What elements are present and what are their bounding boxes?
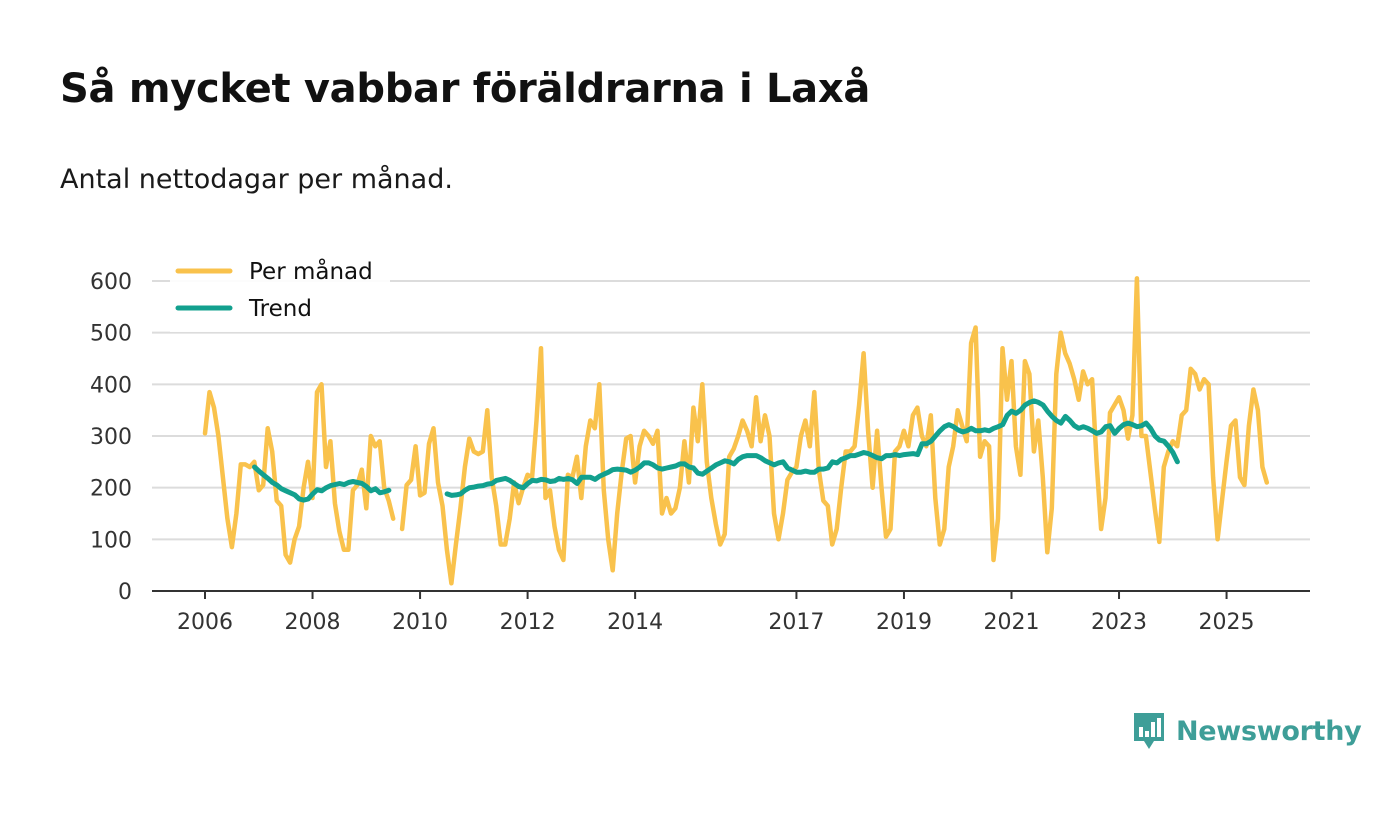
legend: Per månad Trend [170,254,390,332]
y-tick-label: 500 [90,322,132,347]
y-tick-label: 200 [90,477,132,502]
legend-label-trend: Trend [248,296,312,322]
chart-title: Så mycket vabbar föräldrarna i Laxå [60,66,871,112]
x-tick-label: 2021 [983,610,1039,635]
legend-label-per-manad: Per månad [249,257,373,285]
x-tick-label: 2019 [876,610,932,635]
y-tick-label: 300 [90,425,132,450]
series-per-manad [202,276,1270,586]
brand-logo: Newsworthy [1132,711,1362,751]
x-tick-label: 2017 [768,610,824,635]
x-tick-label: 2008 [285,610,341,635]
brand-name: Newsworthy [1176,715,1362,747]
y-axis-labels: 0 100 200 300 400 500 600 [90,270,132,605]
y-tick-label: 100 [90,528,132,553]
y-tick-label: 0 [118,580,132,605]
legend-background [170,254,390,332]
x-tick-label: 2023 [1091,610,1147,635]
series-trend [252,398,1180,503]
x-tick-label: 2025 [1199,610,1255,635]
series-line-segment [252,464,392,503]
x-tick-label: 2012 [500,610,556,635]
x-tick-label: 2006 [177,610,233,635]
x-axis: 2006 2008 2010 2012 2014 2017 2019 2021 2023 2025 [152,590,1310,635]
x-tick-label: 2010 [392,610,448,635]
newsworthy-icon [1134,713,1164,749]
series-line-segment [399,276,1270,586]
y-tick-label: 400 [90,373,132,398]
x-tick-label: 2014 [607,610,663,635]
series-line-segment [444,398,1180,498]
series-line-segment [202,382,396,565]
chart-subtitle: Antal nettodagar per månad. [60,164,453,195]
y-tick-label: 600 [90,270,132,295]
